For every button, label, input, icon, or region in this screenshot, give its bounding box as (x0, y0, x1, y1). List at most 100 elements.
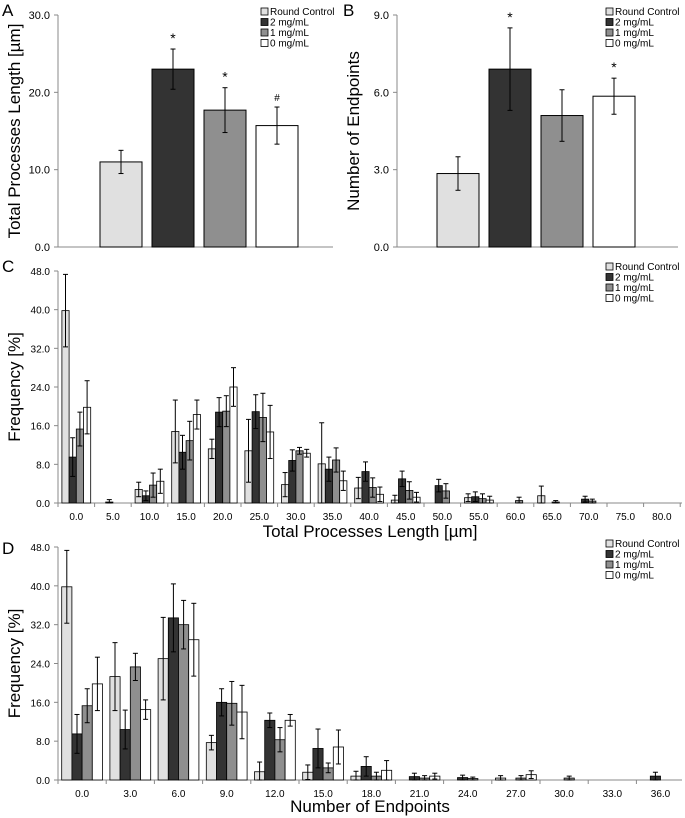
chart-c: 0.0 8.0 16.0 24.0 32.0 40.0 48.0 Frequency [%] 0… (5, 262, 682, 541)
panel-d-y-tick-label: 24.0 (31, 660, 51, 671)
panel-d-legend-label-2-mg-ml: 2 mg/mL (615, 550, 654, 561)
panel-a-y-label: Total Processes Length [µm] (5, 24, 24, 239)
panel-d-x-tick-label: 6.0 (172, 789, 186, 800)
panel-a-legend-swatch-1-mg-ml (260, 28, 269, 37)
panel-c-y-tick-label: 24.0 (31, 383, 51, 394)
panel-c-y-tick-label: 8.0 (36, 460, 50, 471)
panel-b-y-tick-label: 9.0 (374, 10, 389, 22)
panel-d-bar-1-mg-ml (129, 666, 141, 781)
panel-b-y-label: Number of Endpoints (344, 51, 363, 211)
panel-d-legend-label-1-mg-ml: 1 mg/mL (615, 560, 654, 571)
panel-c-x-tick-label: 60.0 (506, 512, 526, 523)
panel-d-y-tick-label: 32.0 (31, 621, 51, 632)
panel-c-y-label: Frequency [%] (5, 332, 24, 442)
panel-d-x-tick-label: 33.0 (603, 789, 623, 800)
panel-c-y-tick-label: 0.0 (36, 499, 50, 510)
panel-a-bar-round-control (99, 161, 143, 248)
panel-b-y-tick-label: 0.0 (374, 242, 389, 254)
panel-c-legend-swatch-0-mg-ml (605, 294, 614, 302)
panel-c-x-tick-label: 15.0 (176, 512, 196, 523)
panel-b-legend-swatch-2-mg-ml (605, 18, 614, 26)
chart-a: 0.0 10.0 20.0 30.0 Total Processes Length [µ… (5, 7, 334, 254)
panel-d-bar-0-mg-ml (140, 709, 152, 781)
panel-b-legend-label-1-mg-ml: 1 mg/mL (615, 28, 654, 39)
panel-b-bar-0-mg-ml (592, 95, 636, 248)
panel-c-legend-label-1-mg-ml: 1 mg/mL (615, 283, 654, 294)
panel-d-legend-label-0-mg-ml: 0 mg/mL (615, 571, 654, 582)
panel-a-legend-swatch-0-mg-ml (260, 39, 269, 47)
panel-d-bar-0-mg-ml (284, 719, 296, 781)
panel-b-y-tick-label: 6.0 (374, 87, 389, 99)
panel-c-legend-label-2-mg-ml: 2 mg/mL (615, 273, 654, 284)
panel-a-significance-marker: * (222, 69, 228, 85)
panel-d-legend-swatch-0-mg-ml (605, 571, 614, 579)
panel-a-bar-2-mg-ml (151, 68, 195, 248)
panel-a-bar-0-mg-ml (255, 125, 299, 248)
panel-a-y-tick-label: 20.0 (29, 87, 50, 99)
panel-b-legend-label-0-mg-ml: 0 mg/mL (615, 39, 654, 50)
panel-b-legend-swatch-round-control (605, 7, 614, 16)
chart-b: 0.0 3.0 6.0 9.0 Number of Endpoints * * Round C… (344, 7, 679, 254)
panel-d-x-label: Number of Endpoints (290, 797, 450, 816)
panel-c-bar-1-mg-ml (295, 450, 304, 504)
panel-c-legend-label-round-control: Round Control (615, 262, 679, 273)
panel-c-y-tick-label: 48.0 (31, 267, 51, 278)
panel-b-legend-label-round-control: Round Control (615, 7, 679, 18)
panel-d-y-tick-label: 16.0 (31, 698, 51, 709)
panel-c-bar-0-mg-ml (302, 452, 311, 504)
panel-d-y-tick-label: 48.0 (31, 543, 51, 554)
panel-c-x-tick-label: 50.0 (433, 512, 453, 523)
panel-a-significance-marker: # (274, 93, 280, 104)
panel-d-x-tick-label: 36.0 (651, 789, 671, 800)
panel-b-legend-swatch-1-mg-ml (605, 28, 614, 37)
panel-c-x-tick-label: 20.0 (213, 512, 233, 523)
panel-c-y-tick-label: 40.0 (31, 306, 51, 317)
panel-a-legend-label-1-mg-ml: 1 mg/mL (270, 28, 309, 39)
panel-label-c: C (2, 257, 14, 276)
panel-d-x-tick-label: 12.0 (265, 789, 285, 800)
panel-a-y-tick-label: 0.0 (35, 242, 50, 254)
panel-d-bar-2-mg-ml (264, 719, 276, 781)
panel-c-x-tick-label: 75.0 (616, 512, 636, 523)
panel-d-x-tick-label: 21.0 (410, 789, 430, 800)
panel-d-x-tick-label: 30.0 (554, 789, 574, 800)
panel-d-legend-swatch-2-mg-ml (605, 550, 614, 558)
panel-c-legend-swatch-round-control (605, 262, 614, 271)
panel-label-a: A (2, 1, 14, 20)
panel-d-legend-swatch-1-mg-ml (605, 560, 614, 569)
panel-b-legend-swatch-0-mg-ml (605, 39, 614, 47)
panel-d-x-tick-label: 18.0 (362, 789, 382, 800)
panel-c-x-label: Total Processes Length [µm] (263, 522, 478, 541)
panel-c-x-tick-label: 70.0 (579, 512, 599, 523)
panel-label-b: B (343, 1, 354, 20)
panel-a-legend-label-round-control: Round Control (270, 7, 334, 18)
panel-d-y-label: Frequency [%] (5, 609, 24, 719)
panel-c-x-tick-label: 25.0 (250, 512, 270, 523)
panel-b-significance-marker: * (611, 59, 617, 75)
panel-d-x-tick-label: 24.0 (458, 789, 478, 800)
panel-c-x-tick-label: 10.0 (140, 512, 160, 523)
panel-b-legend-label-2-mg-ml: 2 mg/mL (615, 18, 654, 29)
panel-c-y-tick-label: 16.0 (31, 422, 51, 433)
panel-d-x-tick-label: 27.0 (506, 789, 526, 800)
panel-d-y-tick-label: 8.0 (36, 737, 50, 748)
panel-c-x-tick-label: 55.0 (469, 512, 489, 523)
panel-a-legend-label-2-mg-ml: 2 mg/mL (270, 18, 309, 29)
panel-c-legend-swatch-2-mg-ml (605, 273, 614, 281)
panel-c-legend-swatch-1-mg-ml (605, 283, 614, 292)
panel-c-x-tick-label: 35.0 (323, 512, 343, 523)
panel-c-x-tick-label: 65.0 (542, 512, 562, 523)
panel-d-x-tick-label: 3.0 (123, 789, 137, 800)
panel-label-d: D (2, 539, 14, 558)
panel-a-legend-swatch-round-control (260, 7, 269, 16)
panel-c-x-tick-label: 5.0 (106, 512, 120, 523)
panel-a-y-tick-label: 10.0 (29, 165, 50, 177)
panel-c-x-tick-label: 30.0 (286, 512, 306, 523)
panel-d-x-tick-label: 0.0 (75, 789, 89, 800)
panel-d-x-tick-label: 15.0 (313, 789, 333, 800)
panel-c-x-tick-label: 0.0 (69, 512, 83, 523)
panel-c-legend-label-0-mg-ml: 0 mg/mL (615, 294, 654, 305)
panel-d-y-tick-label: 0.0 (36, 776, 50, 787)
panel-b-y-tick-label: 3.0 (374, 165, 389, 177)
